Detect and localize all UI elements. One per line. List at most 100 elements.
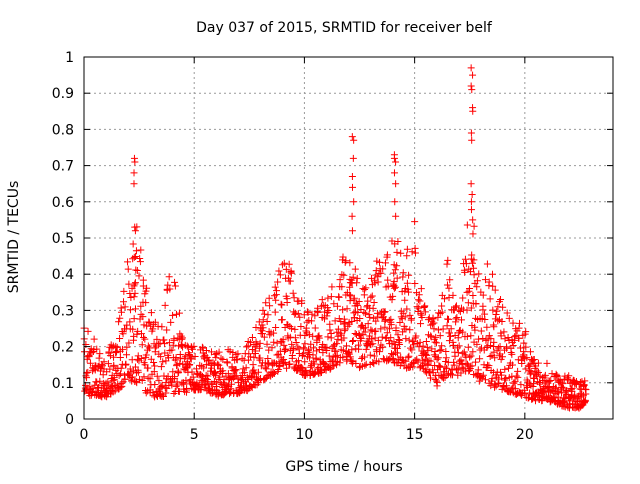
data-point	[104, 360, 112, 368]
data-point	[169, 311, 177, 319]
data-point	[188, 345, 196, 353]
data-point	[305, 345, 313, 353]
data-point	[431, 347, 439, 355]
data-point	[565, 372, 573, 380]
data-point	[280, 259, 288, 267]
data-point	[564, 375, 572, 383]
data-point	[303, 308, 311, 316]
data-point	[216, 373, 224, 381]
y-tick-label: 0.1	[52, 376, 74, 392]
data-point	[362, 310, 370, 318]
data-point	[492, 311, 500, 319]
data-point	[441, 363, 449, 371]
data-point	[498, 318, 506, 326]
x-tick-label: 0	[80, 427, 89, 443]
data-point	[246, 339, 254, 347]
data-point	[509, 341, 517, 349]
data-point	[461, 255, 469, 263]
data-point	[438, 302, 446, 310]
data-point	[432, 377, 440, 385]
data-point	[211, 369, 219, 377]
data-point	[405, 288, 413, 296]
data-point	[481, 376, 489, 384]
data-point	[161, 384, 169, 392]
data-point	[291, 325, 299, 333]
data-point	[125, 280, 133, 288]
data-point	[438, 342, 446, 350]
data-point	[292, 339, 300, 347]
data-point	[475, 270, 483, 278]
data-point	[490, 323, 498, 331]
data-point	[469, 107, 477, 115]
data-point	[314, 333, 322, 341]
data-point	[142, 299, 150, 307]
data-point	[488, 375, 496, 383]
y-tick-label: 0.4	[52, 267, 74, 283]
data-point	[443, 281, 451, 289]
data-point	[403, 279, 411, 287]
data-point	[126, 306, 134, 314]
data-point	[188, 368, 196, 376]
data-point	[118, 379, 126, 387]
data-point	[372, 317, 380, 325]
data-point	[381, 308, 389, 316]
data-point	[269, 369, 277, 377]
data-point	[125, 339, 133, 347]
data-point	[511, 333, 519, 341]
data-point	[392, 180, 400, 188]
data-point	[350, 198, 358, 206]
data-point	[352, 360, 360, 368]
y-tick-label: 0	[65, 412, 74, 428]
data-point	[276, 271, 284, 279]
data-point	[210, 368, 218, 376]
data-point	[468, 86, 476, 94]
data-point	[137, 330, 145, 338]
data-point	[466, 285, 474, 293]
data-point	[456, 307, 464, 315]
data-point	[483, 344, 491, 352]
data-point	[314, 308, 322, 316]
data-point	[397, 249, 405, 257]
data-point	[435, 362, 443, 370]
data-point	[139, 276, 147, 284]
data-point	[469, 348, 477, 356]
data-point	[499, 303, 507, 311]
data-point	[273, 351, 281, 359]
data-point	[469, 291, 477, 299]
data-point	[317, 302, 325, 310]
data-point	[133, 267, 141, 275]
data-point	[249, 361, 257, 369]
data-point	[353, 274, 361, 282]
data-point	[187, 355, 195, 363]
data-point	[265, 294, 273, 302]
data-point	[263, 318, 271, 326]
data-point	[422, 366, 430, 374]
data-point	[233, 356, 241, 364]
data-point	[367, 326, 375, 334]
data-point	[282, 345, 290, 353]
data-point	[433, 355, 441, 363]
data-point	[467, 64, 475, 72]
data-point	[302, 366, 310, 374]
data-point	[191, 352, 199, 360]
data-point	[273, 339, 281, 347]
data-point	[114, 380, 122, 388]
data-point	[375, 258, 383, 266]
data-point	[483, 361, 491, 369]
data-point	[398, 315, 406, 323]
data-point	[361, 361, 369, 369]
data-point	[424, 347, 432, 355]
data-point	[277, 300, 285, 308]
data-point	[310, 360, 318, 368]
data-point	[120, 298, 128, 306]
data-point	[470, 222, 478, 230]
data-point	[122, 360, 130, 368]
data-point	[501, 335, 509, 343]
data-point	[171, 373, 179, 381]
data-point	[497, 332, 505, 340]
data-point	[433, 382, 441, 390]
data-point	[173, 378, 181, 386]
data-point	[421, 302, 429, 310]
data-point	[130, 336, 138, 344]
data-point	[271, 283, 279, 291]
